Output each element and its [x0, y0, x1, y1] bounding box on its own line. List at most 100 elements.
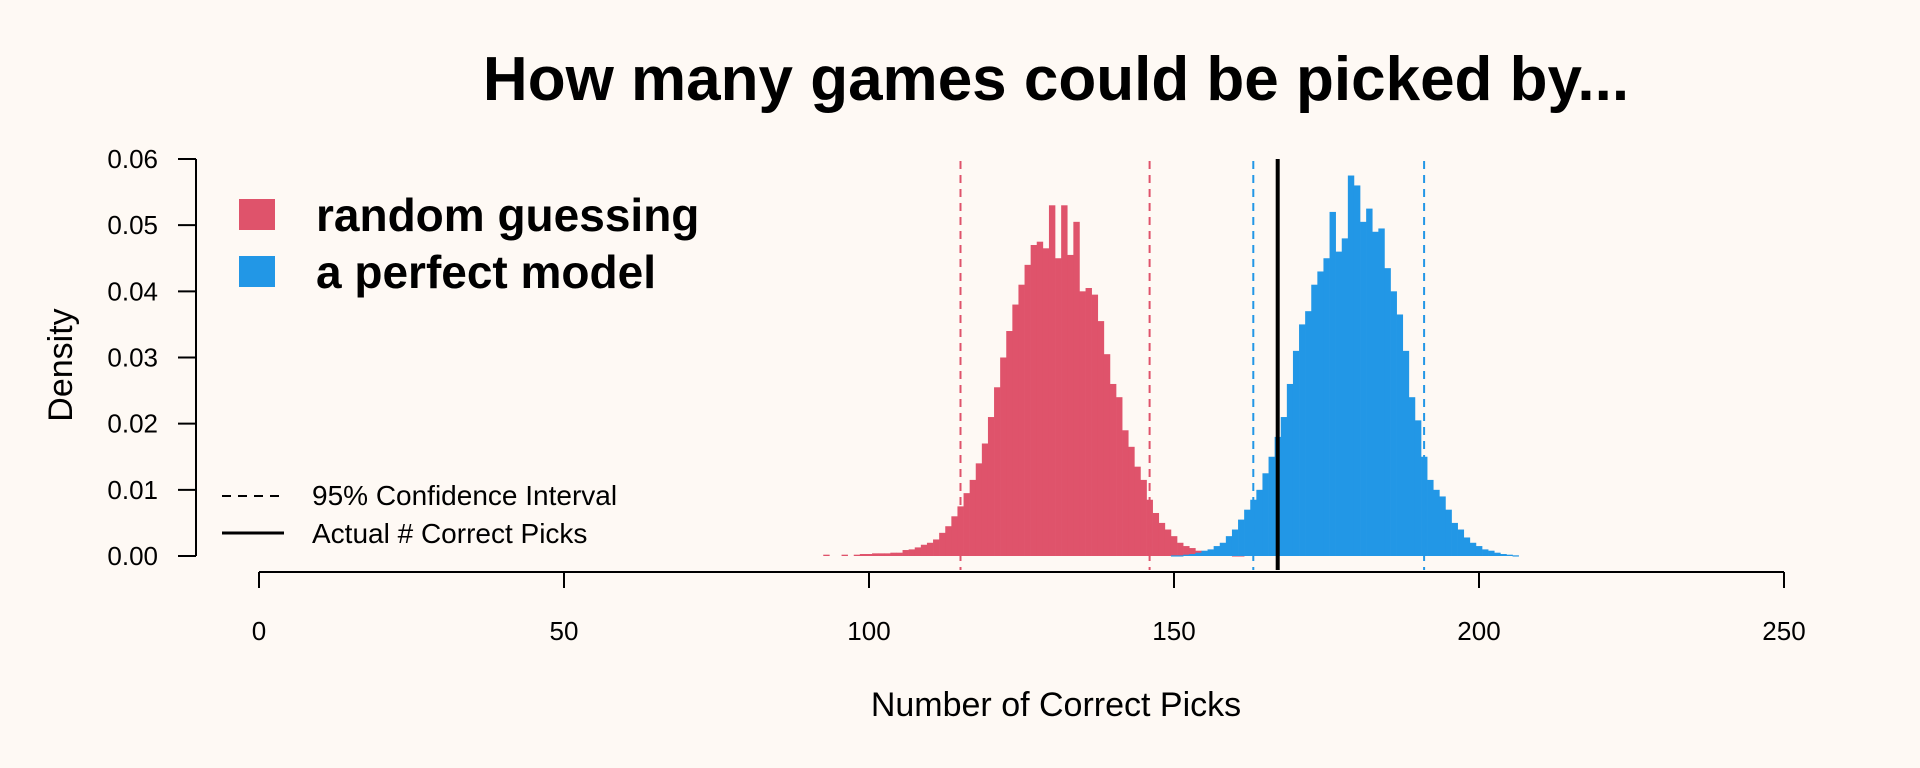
bar-random-guessing: [920, 544, 928, 556]
bar-perfect-model: [1469, 542, 1477, 556]
legend-swatch-random-guessing: [239, 199, 275, 230]
bar-random-guessing: [1048, 205, 1056, 557]
bar-random-guessing: [1134, 466, 1141, 556]
x-tick-label: 250: [1762, 616, 1805, 646]
bar-perfect-model: [1262, 473, 1269, 556]
bar-perfect-model: [1219, 542, 1227, 556]
bar-perfect-model: [1372, 231, 1379, 556]
bar-random-guessing: [823, 554, 830, 556]
bar-random-guessing: [1012, 304, 1019, 556]
bar-random-guessing: [841, 554, 848, 556]
bar-random-guessing: [1116, 397, 1123, 556]
x-tick-label: 100: [847, 616, 890, 646]
bar-perfect-model: [1189, 554, 1196, 556]
bar-perfect-model: [1457, 529, 1465, 556]
bar-perfect-model: [1366, 208, 1373, 557]
bar-perfect-model: [1329, 211, 1336, 557]
bar-random-guessing: [859, 554, 867, 556]
bar-perfect-model: [1439, 496, 1446, 556]
bar-random-guessing: [1183, 546, 1190, 556]
bar-perfect-model: [1170, 555, 1178, 557]
bar-perfect-model: [1305, 311, 1312, 556]
bar-perfect-model: [1183, 554, 1190, 556]
bar-random-guessing: [987, 417, 995, 556]
bar-perfect-model: [1433, 489, 1440, 556]
bar-perfect-model: [1201, 550, 1208, 556]
bar-random-guessing: [896, 552, 903, 556]
bar-random-guessing: [1091, 294, 1099, 556]
bar-random-guessing: [1079, 291, 1086, 556]
x-axis-label: Number of Correct Picks: [871, 686, 1241, 724]
y-tick-label: 0.05: [107, 210, 158, 240]
bar-perfect-model: [1451, 522, 1458, 556]
bar-perfect-model: [1427, 479, 1434, 556]
bar-perfect-model: [1384, 268, 1391, 556]
bar-random-guessing: [853, 554, 861, 556]
bar-perfect-model: [1512, 555, 1519, 557]
bar-random-guessing: [890, 552, 897, 556]
bar-perfect-model: [1463, 537, 1471, 556]
bar-random-guessing: [1122, 430, 1129, 556]
x-tick-label: 150: [1152, 616, 1195, 646]
bar-random-guessing: [1170, 536, 1178, 556]
legend-series: random guessing a perfect model: [239, 189, 699, 298]
y-tick-label: 0.06: [107, 144, 158, 174]
bar-perfect-model: [1225, 536, 1233, 556]
bar-perfect-model: [1238, 519, 1245, 556]
bar-random-guessing: [951, 516, 958, 556]
bar-perfect-model: [1286, 383, 1294, 556]
x-axis: 0 50 100 150 200 250: [252, 571, 1806, 646]
bar-perfect-model: [1378, 228, 1385, 556]
bar-perfect-model: [1231, 529, 1239, 556]
bar-perfect-model: [1414, 420, 1422, 556]
bar-random-guessing: [884, 553, 891, 556]
bar-random-guessing: [1006, 331, 1013, 556]
bar-random-guessing: [975, 463, 983, 556]
y-tick-label: 0.04: [107, 276, 158, 306]
bar-perfect-model: [1323, 258, 1330, 556]
bar-perfect-model: [1396, 314, 1404, 556]
bar-random-guessing: [1103, 354, 1111, 556]
bar-perfect-model: [1408, 397, 1416, 556]
bar-random-guessing: [1140, 479, 1147, 556]
bar-perfect-model: [1341, 238, 1349, 556]
bar-perfect-model: [1292, 350, 1300, 556]
bar-random-guessing: [933, 539, 940, 556]
bar-random-guessing: [914, 547, 922, 556]
bar-random-guessing: [1000, 357, 1007, 556]
histogram-bars: [823, 175, 1519, 557]
y-axis: 0.00 0.01 0.02 0.03 0.04 0.05 0.06: [107, 144, 197, 571]
bar-perfect-model: [1311, 284, 1318, 556]
bar-random-guessing: [878, 553, 885, 556]
bar-perfect-model: [1360, 221, 1367, 556]
y-tick-label: 0.02: [107, 409, 158, 439]
bar-random-guessing: [981, 443, 989, 556]
bar-perfect-model: [1280, 417, 1288, 556]
legend-label-random-guessing: random guessing: [316, 189, 699, 241]
y-tick-label: 0.03: [107, 342, 158, 372]
bar-perfect-model: [1390, 291, 1397, 556]
y-tick-label: 0.00: [107, 541, 158, 571]
bar-perfect-model: [1500, 554, 1507, 556]
bar-random-guessing: [963, 493, 970, 556]
legend-label-actual-picks: Actual # Correct Picks: [312, 518, 587, 549]
bar-perfect-model: [1317, 271, 1324, 556]
bar-random-guessing: [872, 553, 879, 556]
bar-perfect-model: [1402, 350, 1410, 556]
bar-random-guessing: [865, 554, 873, 556]
bar-random-guessing: [969, 479, 977, 556]
x-tick-label: 0: [252, 616, 266, 646]
legend-lines: 95% Confidence Interval Actual # Correct…: [222, 480, 617, 549]
bar-perfect-model: [1421, 456, 1428, 556]
bar-random-guessing: [1085, 288, 1092, 556]
bar-perfect-model: [1299, 324, 1306, 556]
legend-label-perfect-model: a perfect model: [316, 246, 656, 298]
bar-random-guessing: [1055, 258, 1062, 556]
x-tick-label: 50: [550, 616, 579, 646]
bar-perfect-model: [1268, 456, 1275, 556]
reference-lines: [959, 159, 1426, 570]
bar-perfect-model: [1353, 185, 1361, 556]
x-tick-label: 200: [1457, 616, 1500, 646]
